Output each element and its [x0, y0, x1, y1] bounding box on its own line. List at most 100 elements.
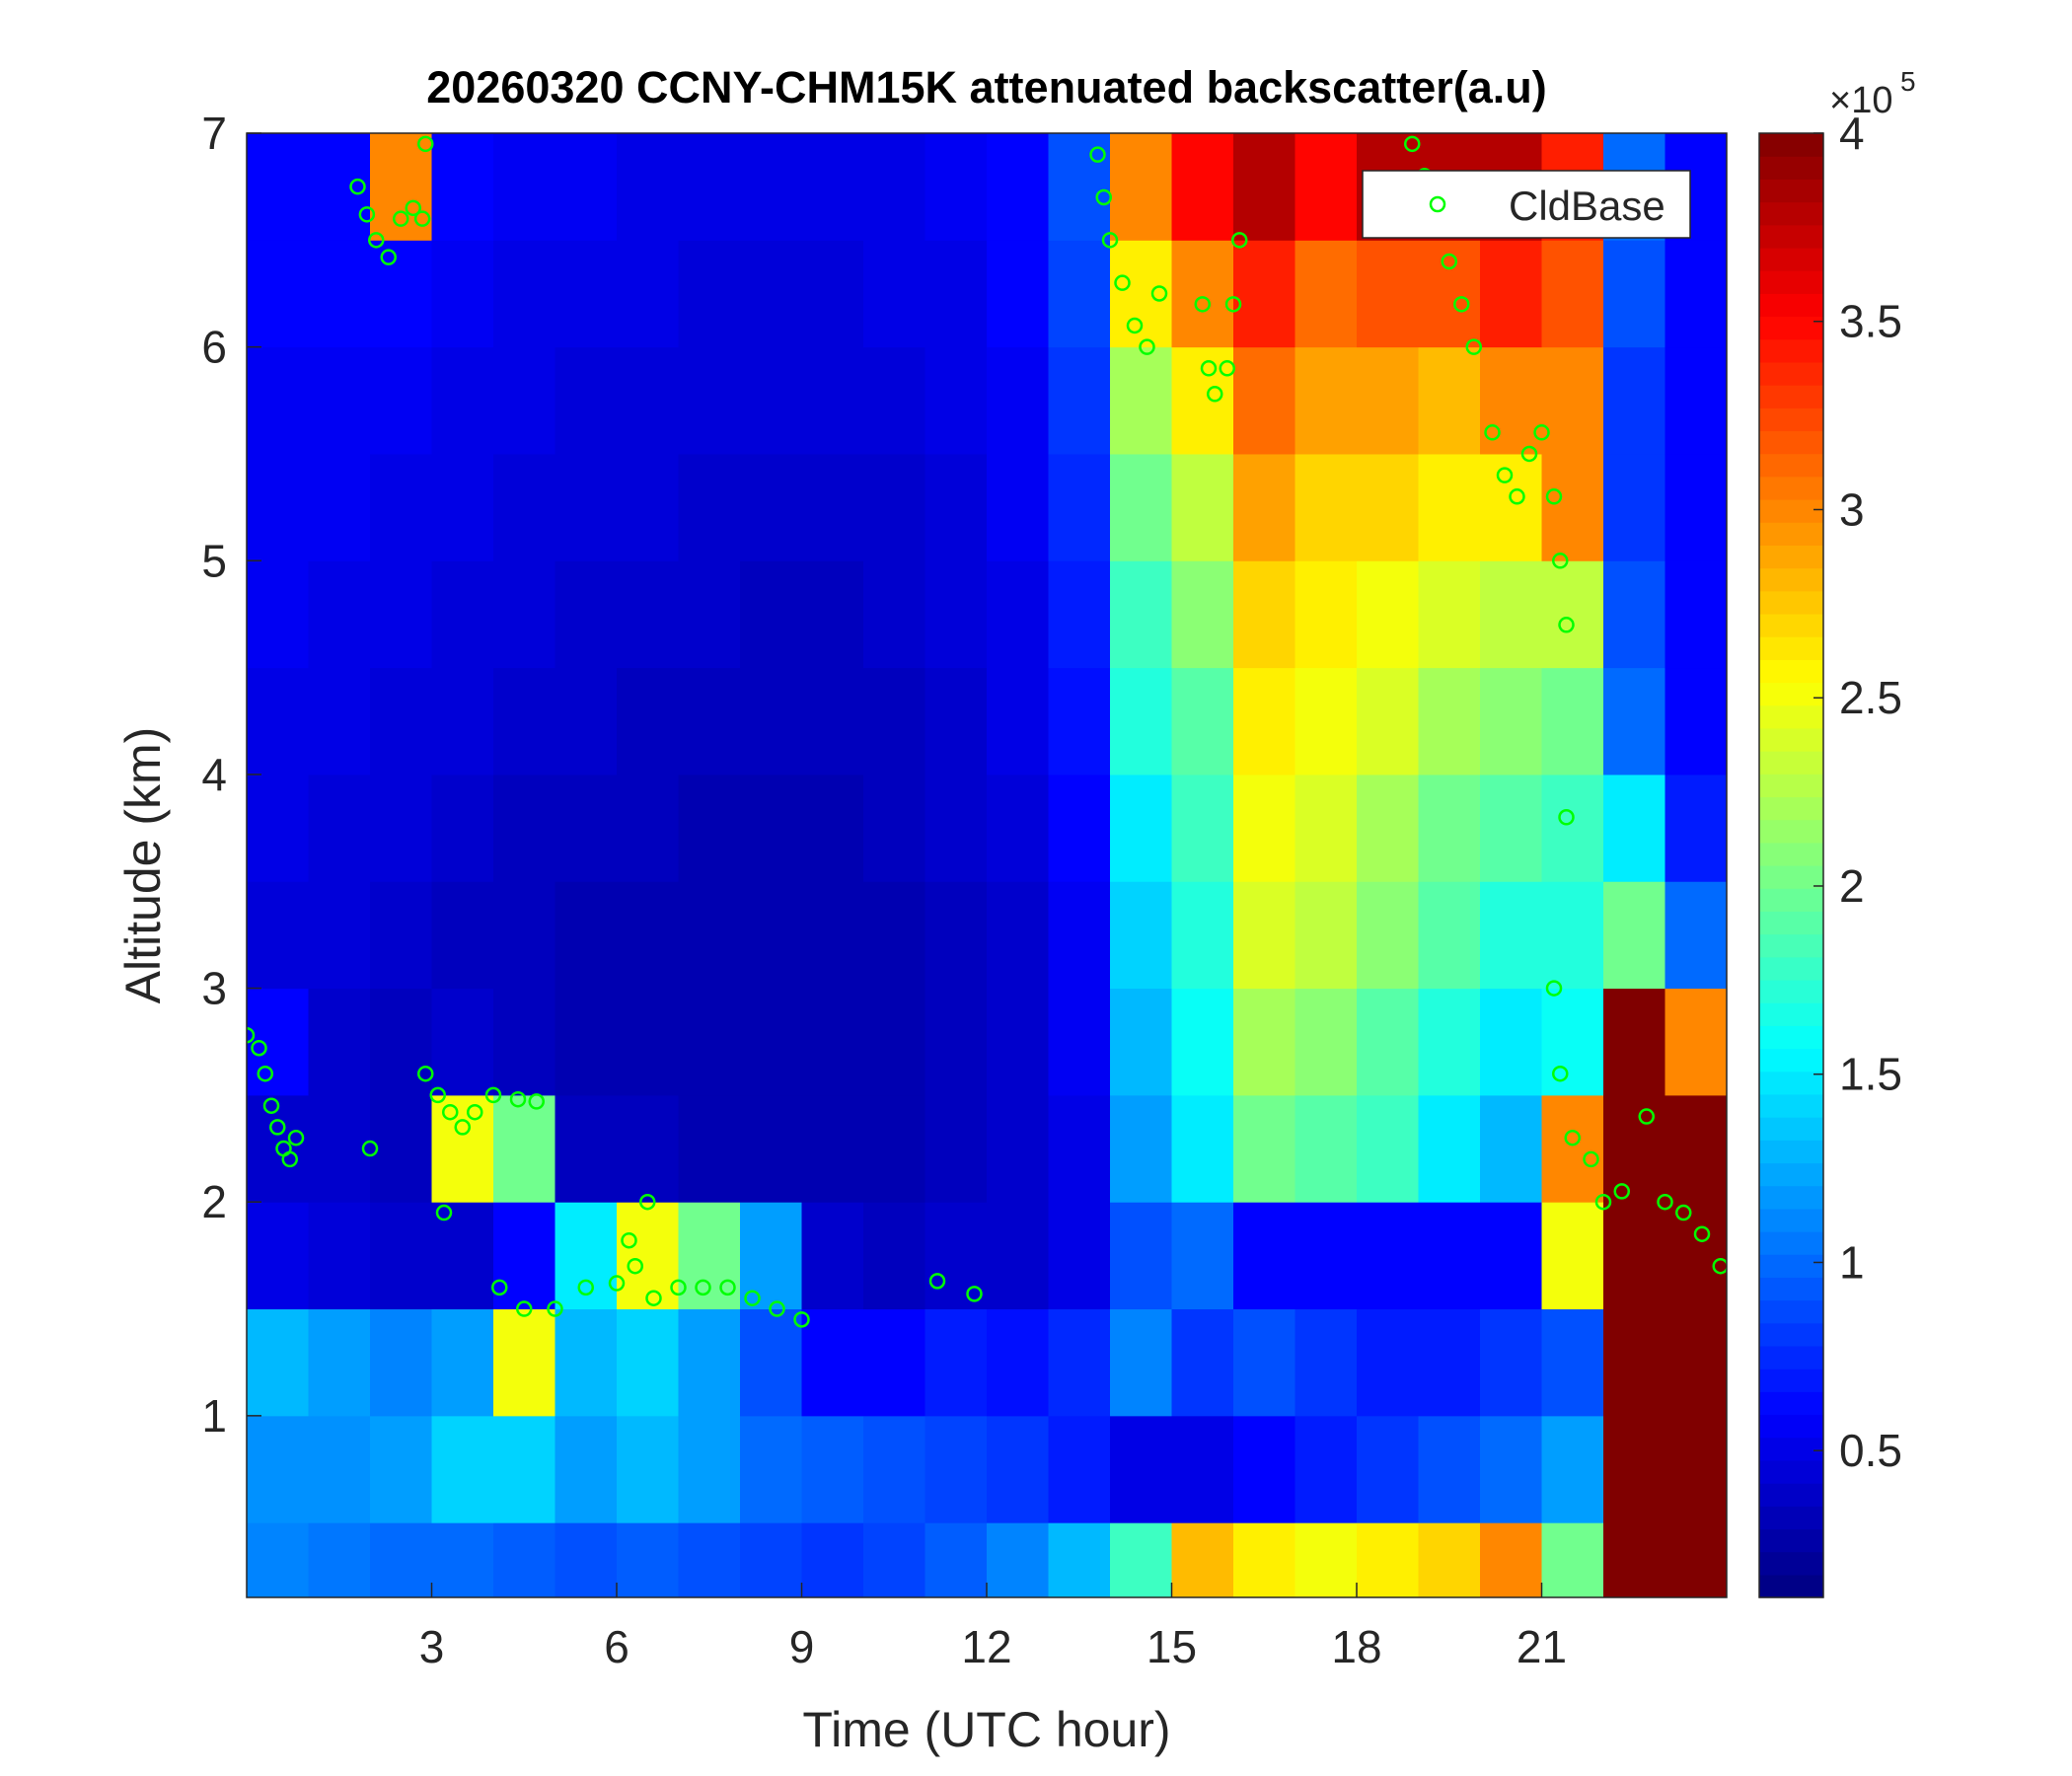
cloud-base-point — [1484, 424, 1501, 441]
heatmap-cell — [987, 1202, 1049, 1310]
heatmap-cell — [1357, 346, 1419, 455]
heatmap-cell — [1233, 1522, 1295, 1597]
colorbar-segment — [1759, 1345, 1823, 1369]
colorbar-segment — [1759, 888, 1823, 912]
y-tick-label: 4 — [201, 749, 227, 800]
cloud-base-point — [793, 1311, 810, 1328]
heatmap-cell — [1603, 453, 1665, 561]
heatmap-cell — [987, 453, 1049, 561]
heatmap-cell — [308, 1415, 371, 1523]
heatmap-cell — [1233, 1308, 1295, 1417]
heatmap-cell — [1418, 1094, 1481, 1203]
heatmap-cell — [555, 1202, 618, 1310]
cloud-base-point — [1558, 617, 1575, 633]
cloud-base-point — [484, 1086, 502, 1104]
heatmap-cell — [1171, 1094, 1234, 1203]
cloud-base-point — [1095, 188, 1112, 206]
heatmap-cell — [308, 667, 371, 776]
colorbar-segment — [1759, 1528, 1823, 1553]
cloud-base-point — [1545, 980, 1563, 997]
colorbar-segment — [1759, 293, 1823, 318]
heatmap-cell — [1295, 1202, 1358, 1310]
legend-marker — [1429, 195, 1446, 213]
cloud-base-point — [769, 1300, 785, 1317]
cloud-base-point — [719, 1279, 736, 1296]
colorbar-segment — [1759, 842, 1823, 866]
heatmap-cell — [1603, 1094, 1665, 1203]
colorbar-segment — [1759, 865, 1823, 889]
heatmap-cell — [1295, 453, 1358, 561]
heatmap-cell — [555, 1094, 618, 1203]
heatmap-cell — [1603, 240, 1665, 348]
colorbar-segment — [1759, 1071, 1823, 1095]
heatmap-cell — [555, 240, 618, 348]
heatmap-cell — [863, 774, 925, 882]
heatmap-cell — [431, 988, 494, 1096]
colorbar-tick-label: 3 — [1839, 483, 1865, 535]
cloud-base-points — [247, 135, 1727, 1328]
heatmap-cell — [1048, 667, 1111, 776]
heatmap-cell — [801, 774, 864, 882]
cloud-base-point — [577, 1279, 594, 1296]
heatmap-cell — [431, 346, 494, 455]
heatmap-cell — [1048, 133, 1111, 241]
heatmap-cell — [1357, 988, 1419, 1096]
heatmap-cell — [863, 1308, 925, 1417]
legend-label: CldBase — [1509, 183, 1665, 229]
heatmap-cell — [1603, 1415, 1665, 1523]
colorbar-segment — [1759, 933, 1823, 958]
heatmap-cell — [617, 453, 679, 561]
heatmap-cell — [1603, 560, 1665, 669]
heatmap-cell — [1480, 774, 1542, 882]
heatmap-cell — [617, 240, 679, 348]
colorbar-segment — [1759, 1002, 1823, 1026]
cloud-base-point — [1126, 317, 1144, 334]
heatmap-cell — [1233, 881, 1295, 990]
heatmap-cell — [801, 667, 864, 776]
heatmap-cell — [370, 1094, 432, 1203]
heatmap-cell — [1603, 881, 1665, 990]
heatmap-cell — [617, 1415, 679, 1523]
heatmap-cell — [370, 560, 432, 669]
cloud-base-point — [1712, 1257, 1727, 1275]
cloud-base-point — [670, 1279, 687, 1296]
heatmap-cell — [247, 453, 309, 561]
colorbar-segment — [1759, 1483, 1823, 1507]
heatmap-cell — [1603, 1202, 1665, 1310]
heatmap-cell — [1110, 453, 1172, 561]
heatmap-cell — [925, 1522, 988, 1597]
heatmap-cell — [431, 133, 494, 241]
colorbar-segment — [1759, 1254, 1823, 1278]
heatmap-cell — [1665, 1308, 1727, 1417]
heatmap-cell — [1418, 1308, 1481, 1417]
heatmap-cell — [1110, 1522, 1172, 1597]
heatmap — [247, 133, 1727, 1597]
heatmap-cell — [1480, 453, 1542, 561]
heatmap-cell — [1233, 667, 1295, 776]
heatmap-cell — [1233, 453, 1295, 561]
heatmap-cell — [740, 560, 802, 669]
heatmap-cell — [740, 453, 802, 561]
heatmap-cell — [1048, 560, 1111, 669]
cloud-base-point — [1207, 386, 1223, 403]
heatmap-cell — [308, 988, 371, 1096]
colorbar-segment — [1759, 1162, 1823, 1187]
colorbar-segment — [1759, 1414, 1823, 1439]
cloud-base-point — [639, 1193, 656, 1211]
cloud-base-point — [454, 1119, 471, 1136]
cloud-base-point — [413, 210, 431, 227]
heatmap-cell — [863, 240, 925, 348]
heatmap-cell — [740, 881, 802, 990]
cloud-base-point — [516, 1300, 533, 1317]
heatmap-cell — [617, 667, 679, 776]
heatmap-cell — [863, 453, 925, 561]
heatmap-cell — [555, 1308, 618, 1417]
heatmap-cell — [1665, 346, 1727, 455]
y-tick-label: 2 — [201, 1176, 227, 1227]
colorbar-segment — [1759, 201, 1823, 226]
heatmap-cell — [1665, 240, 1727, 348]
colorbar-segment — [1759, 1506, 1823, 1530]
heatmap-cell — [1480, 881, 1542, 990]
heatmap-cell — [1357, 560, 1419, 669]
heatmap-cell — [1603, 1522, 1665, 1597]
